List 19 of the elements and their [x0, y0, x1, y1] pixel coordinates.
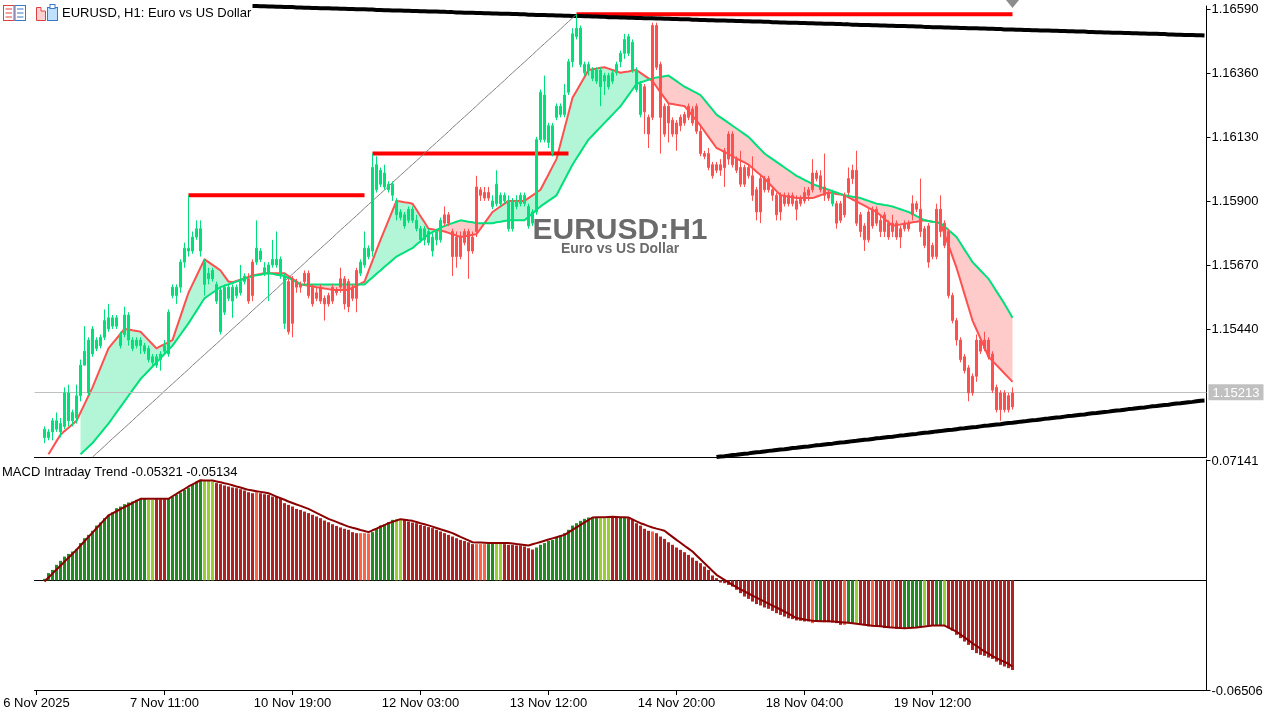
y-tick-label: 1.16130	[1211, 129, 1259, 145]
ref-line-label: 1.15213	[1212, 384, 1260, 400]
x-tick-label: 6 Nov 2025	[3, 695, 70, 710]
x-tick-label: 19 Nov 12:00	[893, 695, 972, 710]
x-tick-label: 7 Nov 11:00	[129, 695, 200, 710]
y-tick-label: 1.15670	[1211, 257, 1259, 273]
x-tick-label: 13 Nov 12:00	[509, 695, 588, 710]
y-tick-label: 1.16590	[1211, 1, 1259, 17]
y-tick-label: 1.16360	[1211, 65, 1259, 81]
chart-title: MACD Intraday Trend -0.05321 -0.05134	[2, 464, 238, 479]
x-tick-label: 18 Nov 04:00	[765, 695, 844, 710]
y-tick-label: -0.06506	[1211, 682, 1263, 698]
x-tick-label: 14 Nov 20:00	[637, 695, 716, 710]
y-tick-label: 1.15900	[1211, 193, 1259, 209]
y-tick-label: 1.15440	[1211, 321, 1259, 337]
x-tick-label: 10 Nov 19:00	[253, 695, 332, 710]
y-tick-label: 0.07141	[1211, 452, 1259, 468]
chart-title: EURUSD, H1: Euro vs US Dollar	[62, 5, 252, 20]
x-tick-label: 12 Nov 03:00	[381, 695, 460, 710]
